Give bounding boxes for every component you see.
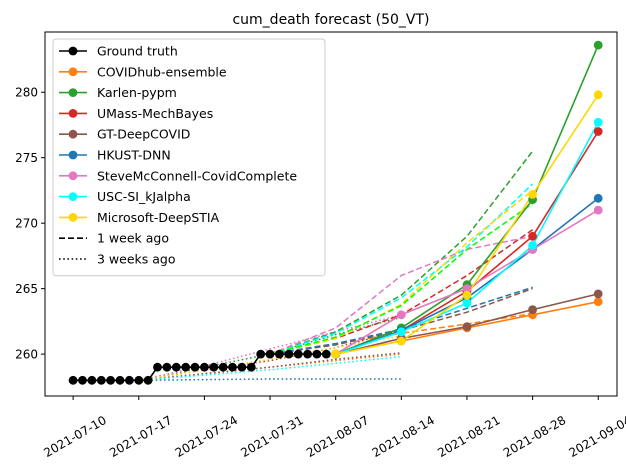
- series-line-karlen-pypm-dashed: [269, 150, 534, 355]
- data-point-ground-truth: [237, 362, 247, 372]
- legend-label-hkust-dnn: HKUST-DNN: [97, 148, 171, 163]
- legend-marker-microsoft-deepstia: [68, 213, 78, 222]
- legend-label-gt-deepcovid: GT-DeepCOVID: [97, 127, 190, 142]
- data-point-ground-truth: [218, 362, 228, 372]
- series-line-hkust-dnn-dashed: [269, 286, 533, 355]
- data-point-usc-si-kjalpha: [462, 298, 472, 308]
- legend-marker-karlen-pypm: [68, 88, 78, 97]
- series-line-ground-truth: [73, 353, 327, 382]
- legend-label-microsoft-deepstia: Microsoft-DeepSTIA: [97, 210, 220, 225]
- legend-label-umass-mechbayes: UMass-MechBayes: [97, 106, 213, 121]
- data-point-karlen-pypm: [593, 40, 603, 50]
- y-tick-label: 260: [15, 348, 38, 362]
- legend-marker-gt-deepcovid: [68, 129, 78, 139]
- series-line-gt-deepcovid-dotted: [138, 352, 402, 382]
- data-point-gt-deepcovid: [462, 322, 472, 331]
- series-line-usc-si-kjalpha-dotted: [138, 355, 402, 382]
- data-point-umass-mechbayes: [593, 127, 603, 136]
- data-point-ground-truth: [284, 349, 294, 359]
- data-point-ground-truth: [143, 375, 153, 385]
- y-tick-label: 275: [15, 151, 38, 165]
- data-point-ground-truth: [162, 362, 172, 372]
- data-point-ground-truth: [228, 362, 237, 372]
- legend-marker-hkust-dnn: [68, 150, 78, 160]
- plot-markers: [68, 40, 603, 385]
- data-point-ground-truth: [68, 375, 78, 385]
- legend: Ground truth COVIDhub-ensemble Karlen-pypm…: [52, 38, 326, 277]
- data-point-microsoft-deepstia: [528, 190, 537, 199]
- legend-label-1-week-ago: 1 week ago: [97, 231, 169, 246]
- legend-marker-usc-si-kjalpha: [68, 192, 78, 202]
- chart-title: cum_death forecast (50_VT): [232, 12, 429, 28]
- data-point-ground-truth: [265, 349, 275, 359]
- legend-label-stevemcconnell-covidcomplete: SteveMcConnell-CovidComplete: [97, 168, 297, 183]
- data-point-ground-truth: [209, 362, 219, 372]
- y-tick-label: 270: [15, 217, 38, 231]
- data-point-covidhub-ensemble: [593, 297, 603, 307]
- legend-marker-umass-mechbayes: [68, 109, 78, 118]
- data-point-microsoft-deepstia: [462, 290, 472, 300]
- data-point-ground-truth: [87, 375, 97, 385]
- data-point-ground-truth: [256, 349, 266, 359]
- data-point-usc-si-kjalpha: [528, 241, 537, 250]
- data-point-microsoft-deepstia: [593, 90, 603, 100]
- series-line-stevemcconnell-covidcomplete-dotted: [138, 314, 402, 382]
- data-point-ground-truth: [153, 362, 162, 372]
- legend-label-covidhub-ensemble: COVIDhub-ensemble: [97, 64, 227, 79]
- legend-marker-covidhub-ensemble: [68, 67, 78, 77]
- legend-marker-stevemcconnell-covidcomplete: [68, 171, 78, 181]
- data-point-stevemcconnell-covidcomplete: [396, 310, 406, 320]
- data-point-ground-truth: [303, 349, 312, 359]
- series-line-series-dashed: [269, 202, 534, 355]
- data-point-microsoft-deepstia: [331, 349, 341, 359]
- data-point-ground-truth: [115, 375, 125, 385]
- data-point-stevemcconnell-covidcomplete: [593, 205, 603, 215]
- legend-label-usc-si-kjalpha: USC-SI_kJalpha: [97, 189, 191, 204]
- data-point-ground-truth: [124, 375, 134, 385]
- series-line-stevemcconnell-covidcomplete-dashed: [269, 235, 533, 355]
- legend-marker-ground-truth: [68, 46, 78, 56]
- y-axis: 260 265 270 275 280: [15, 86, 45, 362]
- data-point-ground-truth: [293, 349, 303, 359]
- data-point-umass-mechbayes: [528, 231, 537, 241]
- legend-label-karlen-pypm: Karlen-pypm: [97, 85, 177, 100]
- data-point-ground-truth: [106, 375, 115, 385]
- series-line-usc-si-kjalpha-dashed: [269, 183, 534, 355]
- series-line-microsoft-deepstia-dashed: [269, 189, 534, 355]
- data-point-usc-si-kjalpha: [593, 117, 603, 127]
- data-point-ground-truth: [200, 362, 209, 372]
- data-point-ground-truth: [275, 349, 284, 359]
- y-tick-label: 280: [15, 86, 38, 100]
- data-point-ground-truth: [96, 375, 106, 385]
- series-line-hkust-dnn-dotted: [138, 378, 402, 382]
- data-point-usc-si-kjalpha: [396, 327, 406, 337]
- data-point-hkust-dnn: [593, 193, 603, 203]
- axes-frame: [44, 31, 618, 397]
- data-point-ground-truth: [246, 362, 256, 372]
- data-point-ground-truth: [190, 362, 200, 372]
- data-point-microsoft-deepstia: [396, 336, 406, 346]
- data-point-ground-truth: [181, 362, 191, 372]
- legend-box: [52, 38, 326, 277]
- data-point-ground-truth: [312, 349, 322, 359]
- data-point-ground-truth: [171, 362, 181, 372]
- series-line-covidhub-ensemble-dotted: [138, 353, 402, 382]
- legend-label-3-weeks-ago: 3 weeks ago: [97, 252, 176, 267]
- data-point-ground-truth: [78, 375, 87, 385]
- data-point-ground-truth: [321, 349, 331, 359]
- data-point-ground-truth: [134, 375, 144, 385]
- data-point-gt-deepcovid: [593, 289, 603, 299]
- legend-label-ground-truth: Ground truth: [97, 44, 178, 59]
- y-tick-label: 265: [15, 282, 38, 296]
- data-point-gt-deepcovid: [528, 305, 537, 314]
- data-point-stevemcconnell-covidcomplete: [462, 284, 472, 293]
